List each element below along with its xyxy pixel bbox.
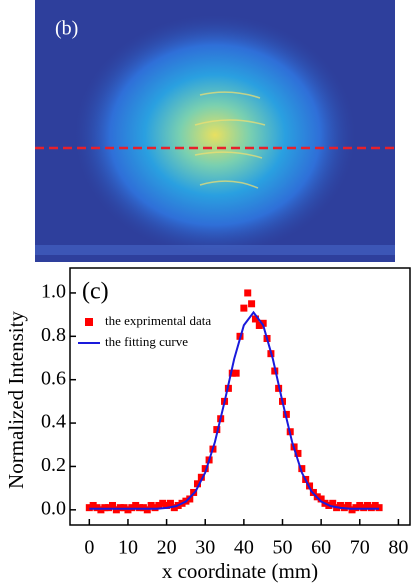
data-point bbox=[298, 465, 306, 473]
x-tick-label: 30 bbox=[195, 537, 215, 559]
data-point bbox=[371, 501, 379, 509]
data-point bbox=[352, 504, 360, 512]
data-point bbox=[255, 321, 263, 329]
data-point bbox=[244, 289, 252, 297]
y-tick-label: 0.8 bbox=[41, 324, 66, 346]
x-tick-label: 10 bbox=[118, 537, 138, 559]
noise-band bbox=[35, 245, 395, 255]
y-tick-label: 0.0 bbox=[41, 497, 66, 519]
data-point bbox=[329, 499, 337, 507]
data-point bbox=[143, 506, 151, 514]
legend-label: the exprimental data bbox=[105, 313, 211, 328]
x-tick-label: 80 bbox=[388, 537, 408, 559]
data-point bbox=[201, 465, 209, 473]
y-tick-label: 0.4 bbox=[41, 411, 66, 433]
data-point bbox=[375, 504, 383, 512]
y-tick-label: 0.6 bbox=[41, 367, 66, 389]
y-tick-label: 0.2 bbox=[41, 454, 66, 476]
data-point bbox=[344, 501, 352, 509]
data-point bbox=[124, 506, 132, 514]
data-point bbox=[240, 304, 248, 312]
data-point bbox=[259, 319, 267, 327]
data-point bbox=[159, 499, 167, 507]
data-point bbox=[136, 504, 144, 512]
data-point bbox=[251, 315, 259, 323]
data-point bbox=[364, 501, 371, 509]
data-point bbox=[93, 504, 101, 512]
data-point bbox=[186, 495, 194, 503]
data-point bbox=[336, 501, 344, 509]
data-point bbox=[139, 504, 147, 512]
data-point bbox=[147, 501, 155, 509]
data-point bbox=[360, 504, 368, 512]
data-point bbox=[89, 501, 97, 509]
legend-label: the fitting curve bbox=[105, 334, 188, 349]
data-point bbox=[348, 506, 356, 514]
data-point bbox=[356, 501, 364, 509]
data-point bbox=[213, 426, 221, 434]
legend-swatch bbox=[85, 318, 93, 326]
x-tick-label: 0 bbox=[84, 537, 94, 559]
fringes bbox=[194, 91, 266, 189]
data-point bbox=[194, 480, 201, 488]
data-point bbox=[109, 501, 116, 509]
data-point bbox=[232, 369, 240, 377]
data-point bbox=[85, 504, 93, 512]
data-point bbox=[116, 504, 124, 512]
panel-label: (b) bbox=[55, 18, 78, 40]
x-tick-label: 50 bbox=[273, 537, 293, 559]
data-point bbox=[248, 300, 256, 308]
beam-spot bbox=[75, 15, 355, 255]
data-point bbox=[294, 449, 302, 457]
data-point bbox=[97, 506, 105, 514]
x-tick-label: 20 bbox=[157, 537, 177, 559]
data-point bbox=[128, 504, 136, 512]
data-point bbox=[101, 504, 109, 512]
plot-frame bbox=[69, 267, 411, 526]
x-axis-title: x coordinate (mm) bbox=[162, 559, 318, 583]
data-point bbox=[166, 499, 174, 507]
data-point bbox=[105, 504, 113, 512]
y-axis-title: Normalized Intensity bbox=[4, 311, 28, 489]
data-point bbox=[151, 504, 159, 512]
data-point bbox=[228, 369, 236, 377]
x-tick-label: 70 bbox=[350, 537, 370, 559]
data-point bbox=[170, 504, 178, 512]
data-point bbox=[132, 501, 140, 509]
fit-curve bbox=[89, 310, 380, 510]
data-point bbox=[155, 501, 163, 509]
data-point bbox=[163, 501, 171, 509]
data-point bbox=[317, 495, 325, 503]
x-tick-label: 40 bbox=[234, 537, 254, 559]
data-point bbox=[367, 504, 375, 512]
data-point bbox=[112, 506, 120, 514]
data-point bbox=[197, 473, 205, 481]
x-tick-label: 60 bbox=[311, 537, 331, 559]
data-point bbox=[120, 504, 128, 512]
panel-label: (c) bbox=[82, 279, 109, 305]
y-tick-label: 1.0 bbox=[41, 281, 66, 303]
panel-b: (b) bbox=[35, 0, 395, 262]
